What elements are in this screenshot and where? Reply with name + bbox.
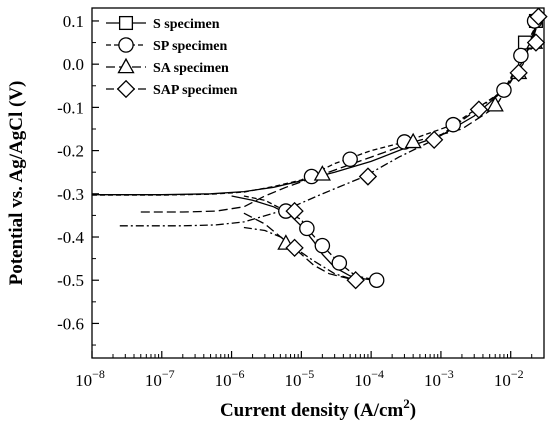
curves-layer	[92, 16, 540, 281]
y-tick-label: -0.6	[57, 314, 84, 333]
x-tick-label: 10−6	[215, 367, 245, 390]
x-tick-label: 10−5	[284, 367, 314, 390]
series-2-point	[342, 151, 358, 168]
series-2-point	[368, 272, 385, 288]
x-tick-label: 10−3	[424, 367, 454, 390]
plot-frame	[91, 7, 545, 359]
series-2-point	[299, 220, 315, 237]
series-4-point	[424, 130, 444, 149]
y-tick-label: 0.1	[63, 12, 84, 31]
legend-label: SA specimen	[153, 61, 229, 76]
series-3-point	[486, 96, 504, 112]
series-3-point	[313, 165, 331, 181]
legend: S specimen SP specimen SA specimen SAP spec…	[106, 15, 238, 99]
series-4-point	[358, 167, 378, 186]
series-4-point	[346, 271, 365, 290]
legend-marker	[118, 37, 134, 53]
x-tick-label: 10−2	[494, 367, 524, 390]
series-4-cathodic-line	[243, 226, 356, 281]
legend-label: S specimen	[153, 17, 220, 32]
series-1-cathodic-line	[231, 195, 375, 281]
legend-marker	[118, 15, 134, 31]
series-2-point	[314, 237, 331, 254]
legend-label: SAP specimen	[153, 83, 238, 98]
series-2-point	[496, 82, 512, 98]
y-tick-label: -0.3	[57, 185, 84, 204]
y-tick-label: 0.0	[63, 55, 84, 74]
legend-marker	[117, 57, 135, 74]
series-4-point	[469, 100, 489, 119]
y-axis-title: Potential vs. Ag/AgCl (V)	[6, 81, 27, 286]
series-3-point	[404, 132, 422, 149]
y-tick-label: -0.5	[57, 271, 84, 290]
y-tick-label: -0.1	[57, 98, 84, 117]
series-2-point	[513, 47, 529, 64]
series-4-point	[285, 238, 304, 257]
series-4-point	[529, 7, 548, 26]
series-2-point	[445, 116, 461, 133]
series-4-point	[526, 33, 546, 52]
x-tick-label: 10−8	[75, 367, 105, 390]
legend-label: SP specimen	[153, 39, 227, 54]
y-tick-label: -0.2	[57, 142, 84, 161]
x-tick-label: 10−4	[354, 367, 384, 390]
series-4-point	[509, 63, 528, 82]
series-2-point	[331, 255, 348, 271]
markers-layer	[277, 7, 548, 290]
x-tick-label: 10−7	[145, 367, 175, 390]
y-tick-label: -0.4	[57, 228, 84, 247]
ticks-layer: 10−8 10−7 10−6 10−5 10−4 10−3 10−2 0.1 0.0 -0.1 -0…	[57, 12, 545, 390]
legend-marker	[116, 79, 136, 99]
series-4-point	[285, 201, 304, 221]
x-axis-title: Current density (A/cm2)	[220, 396, 416, 421]
